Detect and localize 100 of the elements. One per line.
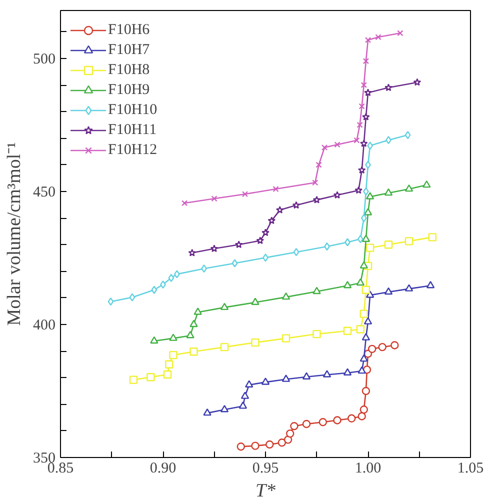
y-tick-label: 450 [33,184,56,200]
point [358,366,366,374]
point [302,420,311,428]
point [360,354,368,362]
point [262,254,268,262]
point [211,196,218,202]
point [242,191,248,198]
x-axis-title: T* [255,480,276,502]
point [286,429,294,438]
point [364,88,372,96]
point [360,139,368,147]
point [334,142,340,148]
x-tick-label: 0.95 [252,460,279,476]
point [190,320,198,328]
point [293,248,300,256]
point [413,78,422,86]
point [312,286,321,294]
point [312,180,318,186]
point [360,310,368,318]
point [108,297,114,306]
point [356,278,365,286]
point [302,372,311,380]
point [362,333,370,340]
point [276,206,284,214]
y-axis-title: Molar volume/cm³mol⁻¹ [4,142,25,326]
point [262,228,270,236]
point [348,414,356,422]
point [290,422,298,430]
point [390,341,399,350]
point [282,292,290,300]
point [322,370,332,378]
point [261,378,270,385]
point [375,34,382,40]
point [378,342,386,352]
x-tick-label: 1.05 [457,460,484,476]
point [240,392,250,399]
point [210,244,218,252]
x-tick-label: 0.90 [150,460,176,476]
legend-label: F10H7 [108,42,150,58]
point [364,208,372,216]
point [169,334,178,341]
legend-label: F10H11 [108,122,157,138]
point [266,440,274,449]
point [282,334,290,342]
point [422,180,431,188]
point [272,186,279,192]
point [129,293,136,302]
point [251,338,260,347]
point [181,200,188,206]
point [150,336,158,344]
point [428,233,436,242]
x-tick-label: 1.00 [354,460,382,476]
point [397,30,404,36]
point [356,122,363,128]
point [312,330,321,338]
point [321,144,328,151]
legend-label: F10H8 [108,62,150,78]
legend-label: F10H6 [108,22,150,38]
y-tick-label: 500 [33,51,56,68]
point [236,442,245,451]
point [404,237,414,246]
legend-label: F10H9 [108,82,150,98]
y-tick-label: 400 [33,317,56,334]
point [292,201,300,209]
point [344,238,350,246]
point [360,214,367,222]
legend-label: F10H12 [108,142,158,158]
point [404,284,414,292]
point [163,370,172,379]
point [169,350,178,360]
point [362,58,370,64]
point [245,380,254,388]
point [404,184,414,192]
point [238,402,248,409]
point [364,36,372,44]
point [151,286,158,294]
point [354,186,362,194]
point [358,166,366,174]
point [165,360,174,368]
point [384,188,393,196]
point [312,196,321,204]
point [404,130,411,140]
point [186,331,194,338]
point [366,192,374,200]
point [232,259,238,268]
point [318,418,327,426]
point [384,84,392,92]
point [168,274,174,282]
point [194,308,202,315]
point [174,270,180,278]
point [367,142,373,150]
point [251,442,260,450]
point [364,317,372,324]
point [220,404,229,412]
point [384,240,393,249]
point [358,103,365,110]
point [426,280,435,288]
point [343,280,352,288]
point [190,348,198,356]
point [362,112,370,120]
